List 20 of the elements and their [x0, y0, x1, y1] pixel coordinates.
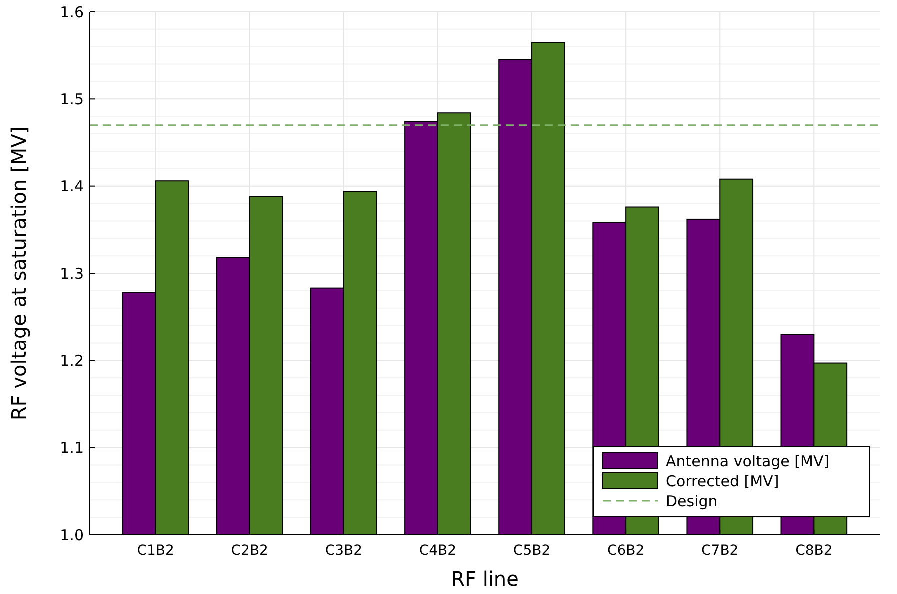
x-tick-label: C8B2	[796, 543, 833, 559]
legend-label: Corrected [MV]	[666, 472, 780, 490]
y-tick-label: 1.6	[60, 3, 84, 22]
x-tick-label: C7B2	[702, 543, 739, 559]
x-tick-label: C5B2	[513, 543, 551, 559]
y-tick-label: 1.1	[60, 439, 84, 458]
x-tick-label: C2B2	[231, 543, 268, 559]
x-tick-label: C3B2	[325, 543, 363, 559]
y-tick-label: 1.2	[60, 352, 84, 370]
legend-label: Antenna voltage [MV]	[666, 452, 830, 470]
legend-label: Design	[666, 492, 718, 510]
x-axis-title: RF line	[451, 567, 519, 591]
y-tick-label: 1.4	[60, 178, 84, 196]
y-axis-title: RF voltage at saturation [MV]	[7, 126, 31, 421]
y-tick-label: 1.5	[60, 90, 84, 108]
x-tick-label: C1B2	[137, 543, 174, 559]
y-tick-label: 1.3	[60, 264, 84, 283]
x-tick-label: C4B2	[419, 543, 457, 559]
x-tick-label: C6B2	[607, 543, 645, 559]
y-tick-label: 1.0	[60, 526, 84, 544]
